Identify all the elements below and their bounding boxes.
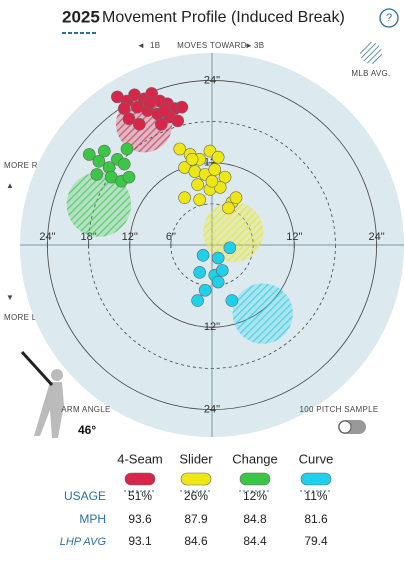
arrow-right: ► — [245, 41, 253, 50]
pitch — [122, 170, 136, 184]
cell: 11% — [304, 489, 327, 503]
row-label: USAGE — [64, 489, 106, 503]
pitch — [211, 275, 225, 289]
row-label: LHP AVG — [60, 536, 107, 548]
x-tick-label: 24" — [39, 231, 55, 243]
mlb-avg — [203, 201, 264, 263]
pitch — [208, 163, 222, 176]
mlb-avg — [232, 283, 293, 344]
pitch — [133, 118, 146, 131]
pitch — [225, 294, 239, 307]
pitch — [211, 150, 225, 164]
legend-swatch — [300, 472, 332, 486]
chart-title: Movement Profile (Induced Break) — [102, 9, 345, 26]
cell: 12% — [243, 489, 267, 503]
cell: 79.4 — [304, 534, 328, 548]
pitch — [205, 174, 219, 188]
cell: 81.6 — [304, 512, 328, 526]
x-tick-label: 12" — [286, 231, 302, 243]
pitch — [154, 118, 168, 131]
pitch — [158, 104, 171, 117]
pitch — [82, 148, 96, 161]
pitch — [198, 283, 212, 297]
pitch — [117, 102, 131, 115]
y-tick-label: 24" — [204, 74, 220, 86]
drop-arrow: ▼ — [6, 293, 14, 302]
direction-left: 1B — [150, 41, 160, 50]
pitch — [185, 152, 199, 166]
cell: 84.6 — [184, 534, 208, 548]
drop-label: MORE DROP — [4, 313, 56, 322]
legend-name: Slider — [179, 451, 213, 466]
legend-swatch — [239, 472, 271, 486]
pitch — [211, 251, 225, 265]
mlb-avg — [66, 172, 132, 237]
pitch — [98, 144, 111, 158]
direction-right: 3B — [254, 41, 264, 50]
pitch — [122, 112, 136, 126]
cell: 84.4 — [243, 534, 267, 548]
title-year: 2025 — [62, 7, 100, 26]
pitch — [120, 142, 134, 156]
pitch — [90, 168, 104, 181]
help-text[interactable]: ? — [386, 12, 392, 24]
pitch — [175, 100, 189, 114]
cell: 87.9 — [184, 512, 208, 526]
cell: 26% — [184, 489, 208, 503]
pitch — [193, 266, 206, 279]
avg-icon — [360, 42, 382, 64]
pitch — [218, 170, 232, 184]
legend-swatch — [124, 472, 156, 486]
arm-figure — [20, 350, 64, 438]
arm-angle-label: ARM ANGLE — [61, 405, 110, 414]
cell: 93.1 — [128, 534, 152, 548]
row-label: MPH — [79, 512, 106, 526]
help-icon[interactable] — [379, 8, 399, 28]
pitch — [117, 157, 131, 171]
x-tick-label: 6" — [166, 231, 176, 243]
arm-angle-value: 46° — [78, 423, 96, 437]
rise-label: MORE RISE — [4, 161, 52, 170]
direction-middle: MOVES TOWARD — [177, 41, 247, 50]
legend-name: Change — [232, 451, 278, 466]
toggle-knob[interactable] — [338, 420, 352, 434]
x-tick-label: 12" — [122, 231, 138, 243]
pitch — [173, 142, 187, 156]
sample-label: 100 PITCH SAMPLE — [299, 405, 378, 414]
cell: 93.6 — [128, 512, 152, 526]
rise-arrow: ▲ — [6, 181, 14, 190]
y-tick-label: 24" — [204, 403, 220, 415]
pitch — [143, 96, 156, 110]
pitch — [193, 193, 206, 207]
arrow-left: ◄ — [137, 41, 145, 50]
legend-swatch — [180, 472, 212, 486]
cell: 51% — [128, 489, 152, 503]
pitch — [222, 201, 235, 215]
pitch — [215, 264, 229, 277]
x-tick-label: 24" — [369, 231, 385, 243]
legend-name: 4-Seam — [117, 451, 163, 466]
pitch — [229, 191, 243, 204]
pitch — [191, 178, 204, 191]
legend-name: Curve — [299, 451, 334, 466]
pitch — [196, 248, 210, 262]
cell: 84.8 — [243, 512, 267, 526]
avg-label: MLB AVG. — [351, 69, 390, 78]
pitch — [191, 294, 204, 307]
y-tick-label: 12" — [204, 321, 220, 333]
pitch — [92, 155, 106, 168]
pitch — [171, 114, 185, 128]
pitch — [223, 241, 237, 255]
pitch — [178, 191, 191, 204]
